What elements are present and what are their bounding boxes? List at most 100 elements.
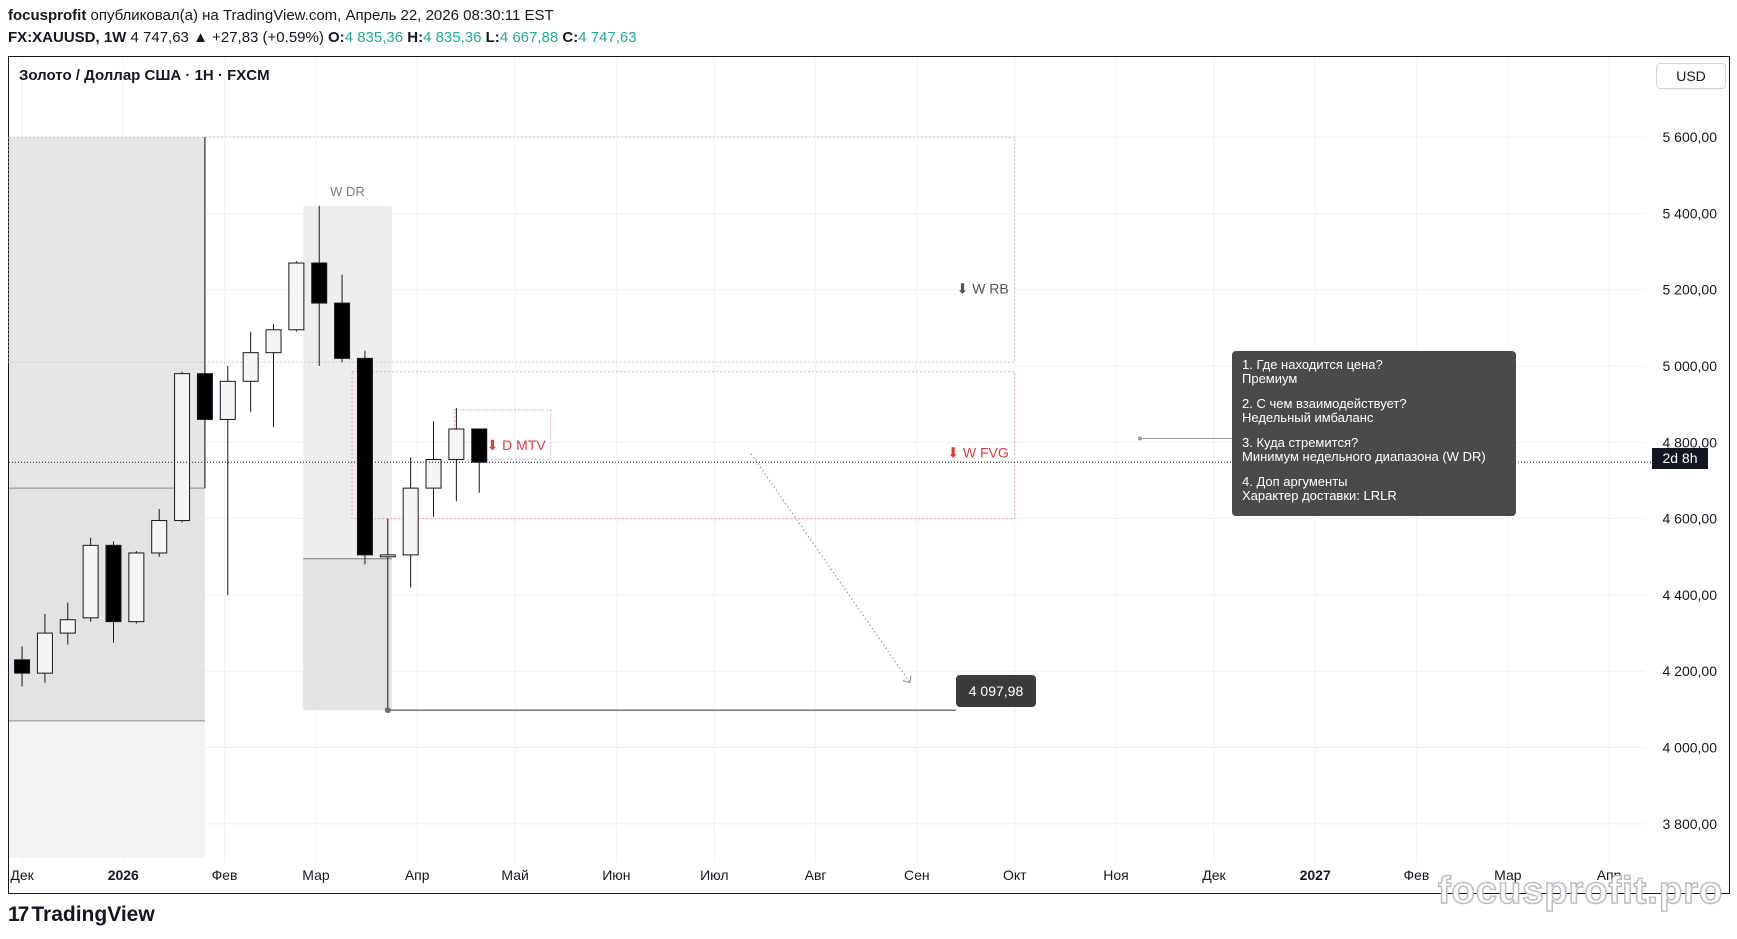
x-tick-label: Июл	[700, 867, 728, 883]
x-tick-label: Фев	[212, 867, 238, 883]
candle-body	[196, 373, 213, 420]
candle-body	[219, 380, 236, 420]
chart-title: Золото / Доллар США · 1H · FXCM	[19, 67, 270, 84]
candle-body	[379, 554, 396, 558]
y-tick-label: 4 600,00	[1663, 511, 1718, 527]
author-name[interactable]: focusprofit	[8, 7, 87, 24]
x-tick-label: Мар	[1494, 867, 1522, 883]
candle-body	[82, 544, 99, 619]
y-tick-label: 3 800,00	[1663, 816, 1718, 832]
publish-info: focusprofit опубликовал(а) на TradingVie…	[8, 7, 554, 24]
candle-body	[448, 428, 465, 460]
x-tick-label: Июн	[602, 867, 630, 883]
zones: W DR ⬇ W RB ⬇ W FVG ⬇ D MTV	[8, 136, 1016, 859]
close-label: C:	[562, 29, 579, 46]
candle-body	[105, 544, 122, 623]
candle-body	[356, 357, 373, 556]
zone-d-mtv	[453, 409, 552, 460]
y-tick-label: 5 200,00	[1663, 282, 1718, 298]
watermark: focusprofit.pro	[1437, 869, 1724, 913]
x-tick-label: Мар	[302, 867, 330, 883]
candle-body	[36, 632, 53, 674]
target-dot	[384, 707, 391, 714]
target-price-label: 4 097,98	[956, 675, 1036, 707]
zone-w-rb	[8, 136, 1016, 363]
projection-arrow-head	[902, 675, 912, 684]
x-tick-label: Фев	[1403, 867, 1429, 883]
zone-w-fvg	[351, 371, 1016, 520]
last-price: 4 747,63	[130, 29, 189, 46]
x-tick-label: Сен	[904, 867, 930, 883]
tradingview-wordmark: TradingView	[31, 903, 155, 926]
candle-body	[334, 302, 351, 359]
candle-body	[471, 428, 488, 463]
open-label: O:	[328, 29, 345, 46]
range-shade-upper	[9, 137, 205, 489]
x-tick-label: Авг	[805, 867, 827, 883]
y-tick-label: 5 000,00	[1663, 358, 1718, 374]
zone-label-d-mtv: ⬇ D MTV	[487, 437, 547, 453]
candle-body	[242, 352, 259, 382]
tradingview-logo[interactable]: 17 TradingView	[8, 903, 155, 927]
open-value: 4 835,36	[344, 29, 404, 46]
candle-body	[402, 487, 419, 556]
tradingview-mark-icon: 17	[8, 903, 29, 926]
x-tick-label: Ноя	[1103, 867, 1128, 883]
zone-w-dr	[303, 205, 392, 559]
note-question-2: 2. С чем взаимодействует?	[1242, 396, 1407, 411]
y-tick-label: 5 400,00	[1663, 205, 1718, 221]
note-item-4: 4. Доп аргументы Характер доставки: LRLR	[1242, 475, 1506, 503]
note-answer-2: Недельный имбаланс	[1242, 410, 1374, 425]
zone-label-w-fvg: ⬇ W FVG	[947, 445, 1009, 461]
x-tick-label: Окт	[1003, 867, 1027, 883]
x-tick-label: Дек	[10, 867, 34, 883]
high-value: 4 835,36	[423, 29, 482, 46]
y-tick-label: 4 400,00	[1663, 587, 1718, 603]
analysis-note[interactable]: 1. Где находится цена? Премиум 2. С чем в…	[1232, 351, 1516, 516]
note-question-1: 1. Где находится цена?	[1242, 357, 1383, 372]
candles	[14, 137, 488, 711]
y-tick-label: 4 000,00	[1663, 740, 1718, 756]
zone-label-w-dr: W DR	[330, 184, 365, 199]
zone-w-dr-lower	[303, 558, 392, 711]
low-label: L:	[485, 29, 500, 46]
candle-body	[311, 262, 328, 304]
note-question-4: 4. Доп аргументы	[1242, 474, 1348, 489]
currency-button[interactable]: USD	[1656, 63, 1726, 89]
note-answer-1: Премиум	[1242, 371, 1298, 386]
note-question-3: 3. Куда стремится?	[1242, 435, 1359, 450]
publish-text: опубликовал(а) на TradingView.com, Апрел…	[90, 7, 554, 24]
candle-body	[128, 552, 145, 623]
note-answer-4: Характер доставки: LRLR	[1242, 488, 1397, 503]
bar-countdown-label: 2d 8h	[1652, 448, 1708, 469]
candle-body	[425, 459, 442, 489]
axes: 5 600,00 5 400,00 5 200,00 5 000,00 4 800,00…	[10, 129, 1717, 883]
candle-body	[151, 520, 168, 554]
y-tick-label: 4 800,00	[1663, 434, 1718, 450]
ohlc-line: FX:XAUUSD, 1W 4 747,63 ▲ +27,83 (+0.59%)…	[8, 29, 637, 46]
y-tick-label: 4 200,00	[1663, 663, 1718, 679]
note-item-2: 2. С чем взаимодействует? Недельный имбал…	[1242, 397, 1506, 425]
candle-body	[14, 659, 31, 674]
candle-body	[265, 329, 282, 354]
candle-body	[59, 619, 76, 634]
x-tick-label: Апр	[405, 867, 430, 883]
high-label: H:	[407, 29, 424, 46]
y-tick-label: 5 600,00	[1663, 129, 1718, 145]
x-tick-label: Дек	[1202, 867, 1226, 883]
x-tick-label: 2027	[1300, 867, 1331, 883]
zone-label-w-rb: ⬇ W RB	[957, 281, 1009, 297]
candle-body	[288, 262, 305, 331]
note-connector-dot	[1138, 436, 1142, 441]
note-item-3: 3. Куда стремится? Минимум недельного диа…	[1242, 436, 1506, 464]
low-value: 4 667,88	[499, 29, 559, 46]
overlays	[9, 436, 1652, 714]
x-tick-label: Май	[501, 867, 528, 883]
candle-body	[174, 373, 191, 522]
symbol-label: FX:XAUUSD, 1W	[8, 29, 127, 46]
close-value: 4 747,63	[578, 29, 637, 46]
note-item-1: 1. Где находится цена? Премиум	[1242, 358, 1506, 386]
price-change: ▲ +27,83 (+0.59%)	[193, 29, 324, 46]
projection-arrow	[750, 453, 911, 684]
